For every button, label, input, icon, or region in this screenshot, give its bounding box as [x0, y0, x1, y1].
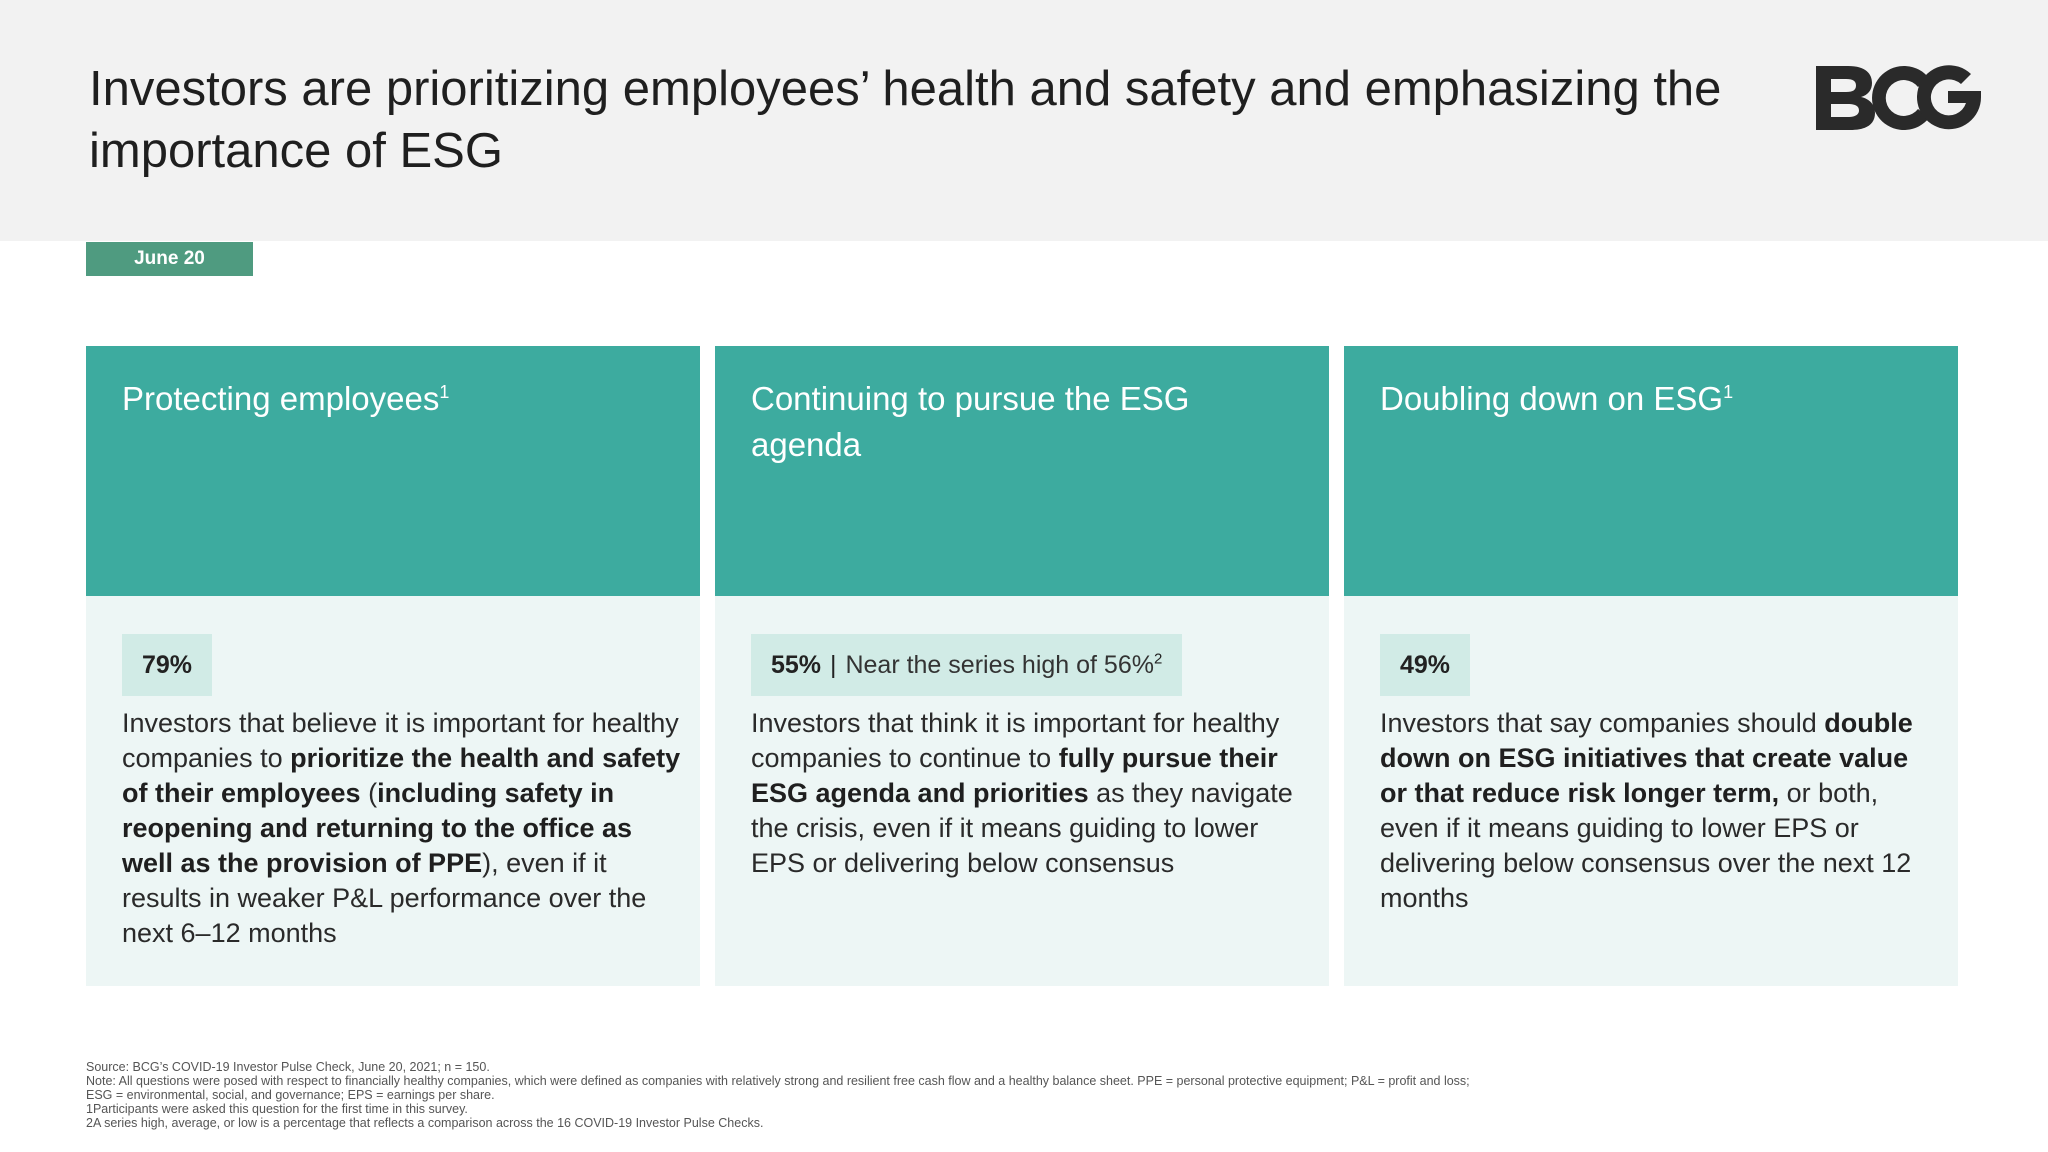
page-title: Investors are prioritizing employees’ he…	[89, 62, 1722, 178]
date-tag: June 20	[86, 242, 253, 276]
card-header: Doubling down on ESG1	[1344, 346, 1958, 596]
stat-badge: 49%	[1380, 634, 1471, 696]
footnote-1: 1Participants were asked this question f…	[86, 1102, 468, 1116]
bcg-logo	[1816, 65, 1982, 130]
stat-badge: 79%	[122, 634, 213, 696]
card-description: Investors that think it is important for…	[751, 708, 1293, 878]
card-doubling-down-esg: Doubling down on ESG1 49% Investors that…	[1344, 346, 1958, 986]
card-title: Doubling down on ESG1	[1380, 380, 1734, 417]
footnote-note: Note: All questions were posed with resp…	[86, 1074, 1470, 1088]
card-protecting-employees: Protecting employees1 79% Investors that…	[86, 346, 700, 986]
card-header: Protecting employees1	[86, 346, 700, 596]
card-header: Continuing to pursue the ESG agenda	[715, 346, 1329, 596]
card-description: Investors that say companies should doub…	[1380, 708, 1913, 913]
footnote-2: 2A series high, average, or low is a per…	[86, 1116, 764, 1130]
card-title: Protecting employees1	[122, 380, 450, 417]
footnotes: Source: BCG’s COVID-19 Investor Pulse Ch…	[86, 1060, 1786, 1130]
card-description: Investors that believe it is important f…	[122, 708, 681, 948]
card-title: Continuing to pursue the ESG agenda	[751, 380, 1190, 463]
card-pursue-esg-agenda: Continuing to pursue the ESG agenda 55% …	[715, 346, 1329, 986]
stat-badge: 55% | Near the series high of 56%2	[751, 634, 1183, 696]
footnote-note-cont: ESG = environmental, social, and governa…	[86, 1088, 495, 1102]
footnote-source: Source: BCG’s COVID-19 Investor Pulse Ch…	[86, 1060, 490, 1074]
header-band: Investors are prioritizing employees’ he…	[0, 0, 2048, 241]
